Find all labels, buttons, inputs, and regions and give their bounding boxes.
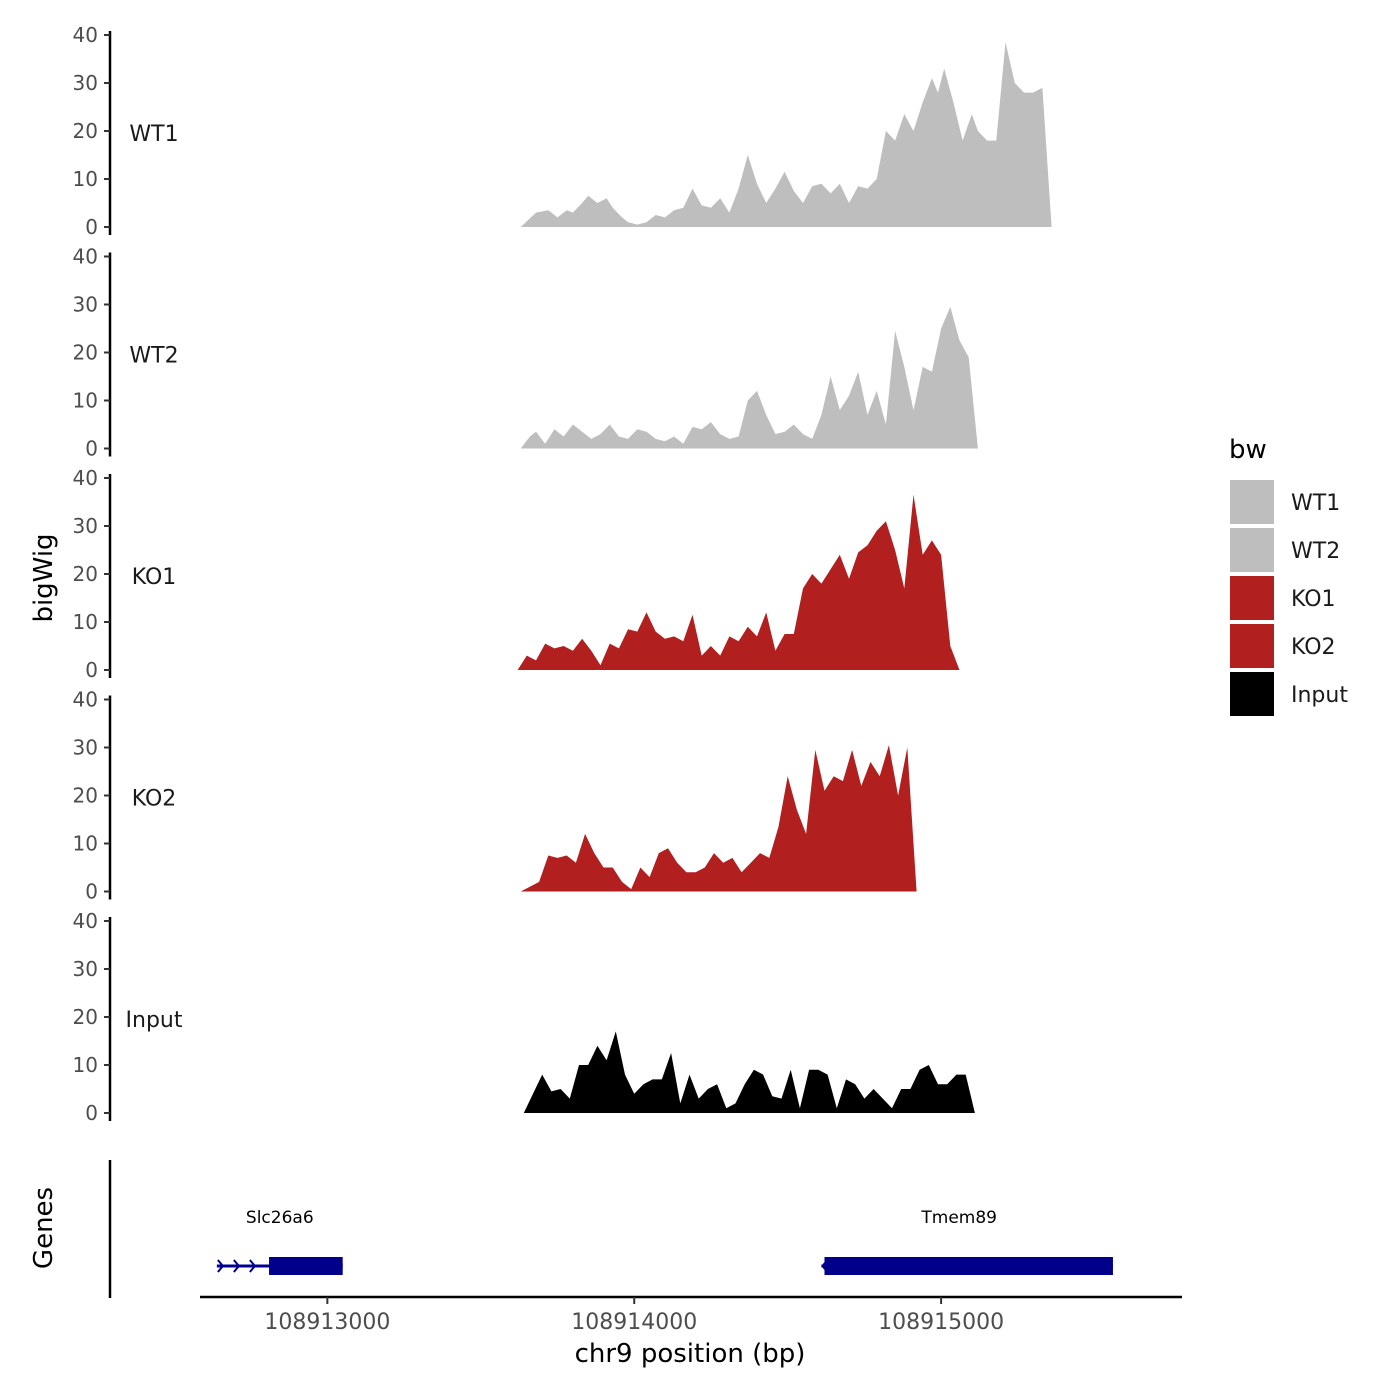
gene-label: Tmem89 xyxy=(920,1208,997,1228)
legend-title: bw xyxy=(1229,435,1267,465)
legend-label: KO1 xyxy=(1291,587,1336,612)
gene-tmem89: Tmem89 xyxy=(821,1208,1113,1275)
y-tick-label: 10 xyxy=(73,832,98,856)
coverage-area-ko1 xyxy=(517,494,1113,670)
x-tick-label: 108915000 xyxy=(878,1310,1004,1335)
y-tick-label: 30 xyxy=(73,293,98,317)
y-tick-label: 0 xyxy=(85,658,98,682)
gene-label: Slc26a6 xyxy=(246,1208,314,1228)
gene-slc26a6: Slc26a6 xyxy=(216,1208,343,1275)
y-tick-label: 30 xyxy=(73,71,98,95)
strand-arrow-icon xyxy=(821,1259,829,1273)
y-tick-label: 30 xyxy=(73,514,98,538)
y-tick-label: 40 xyxy=(73,23,98,47)
track-label-ko1: KO1 xyxy=(132,565,177,590)
gene-track-label: Genes xyxy=(29,1187,59,1269)
y-tick-label: 40 xyxy=(73,909,98,933)
legend-item-ko1: KO1 xyxy=(1230,576,1336,620)
y-tick-label: 10 xyxy=(73,610,98,634)
coverage-area-wt2 xyxy=(520,306,1107,449)
y-tick-label: 10 xyxy=(73,167,98,191)
gene-track: Slc26a6 Tmem89 xyxy=(108,1160,1113,1298)
track-panels: 0 10 20 30 40 WT1 0 10 20 30 40 WT2 0 10 20 30 40 KO1 0 10 2… xyxy=(73,23,1113,1125)
legend-item-wt1: WT1 xyxy=(1230,480,1340,524)
strand-arrow-icon xyxy=(249,1259,257,1273)
legend-item-input: Input xyxy=(1230,672,1348,716)
legend-label: KO2 xyxy=(1291,635,1336,660)
legend-swatch xyxy=(1230,480,1274,524)
x-axis: 108913000 108914000 108915000 xyxy=(200,1295,1182,1335)
legend-label: WT2 xyxy=(1291,539,1340,564)
coverage-area-ko2 xyxy=(520,745,1107,892)
strand-arrow-icon xyxy=(233,1259,241,1273)
y-tick-label: 40 xyxy=(73,688,98,712)
track-label-wt1: WT1 xyxy=(129,122,178,147)
track-ko1: 0 10 20 30 40 KO1 xyxy=(73,466,1113,682)
y-tick-label: 20 xyxy=(73,1005,98,1029)
legend-item-ko2: KO2 xyxy=(1230,624,1336,668)
gene-exon xyxy=(824,1257,1113,1275)
x-tick-label: 108913000 xyxy=(264,1310,390,1335)
y-tick-label: 20 xyxy=(73,119,98,143)
y-tick-label: 10 xyxy=(73,389,98,413)
coverage-area-input xyxy=(523,1031,1107,1113)
y-tick-label: 0 xyxy=(85,215,98,239)
y-tick-label: 0 xyxy=(85,1101,98,1125)
track-input: 0 10 20 30 40 Input xyxy=(73,909,1107,1125)
y-tick-label: 30 xyxy=(73,957,98,981)
legend-item-wt2: WT2 xyxy=(1230,528,1340,572)
track-ko2: 0 10 20 30 40 KO2 xyxy=(73,688,1107,904)
y-tick-label: 20 xyxy=(73,562,98,586)
y-tick-label: 40 xyxy=(73,466,98,490)
legend-label: WT1 xyxy=(1291,491,1340,516)
track-wt2: 0 10 20 30 40 WT2 xyxy=(73,245,1107,461)
y-tick-label: 20 xyxy=(73,784,98,808)
y-tick-label: 0 xyxy=(85,880,98,904)
y-tick-label: 0 xyxy=(85,437,98,461)
legend-swatch xyxy=(1230,624,1274,668)
gene-exon xyxy=(269,1257,343,1275)
legend-swatch xyxy=(1230,528,1274,572)
legend-swatch xyxy=(1230,672,1274,716)
legend: bw WT1 WT2 KO1 KO2 Input xyxy=(1229,435,1348,716)
x-tick-label: 108914000 xyxy=(571,1310,697,1335)
y-tick-label: 10 xyxy=(73,1053,98,1077)
legend-label: Input xyxy=(1291,683,1348,708)
y-tick-label: 40 xyxy=(73,245,98,269)
track-wt1: 0 10 20 30 40 WT1 xyxy=(73,23,1107,239)
coverage-area-wt1 xyxy=(520,42,1107,228)
strand-arrow-icon xyxy=(217,1259,225,1273)
y-axis-label: bigWig xyxy=(29,533,59,622)
x-axis-label: chr9 position (bp) xyxy=(575,1339,806,1369)
track-label-wt2: WT2 xyxy=(129,344,178,369)
y-tick-label: 30 xyxy=(73,736,98,760)
y-tick-label: 20 xyxy=(73,341,98,365)
legend-swatch xyxy=(1230,576,1274,620)
track-label-ko2: KO2 xyxy=(132,787,177,812)
track-label-input: Input xyxy=(126,1008,183,1033)
